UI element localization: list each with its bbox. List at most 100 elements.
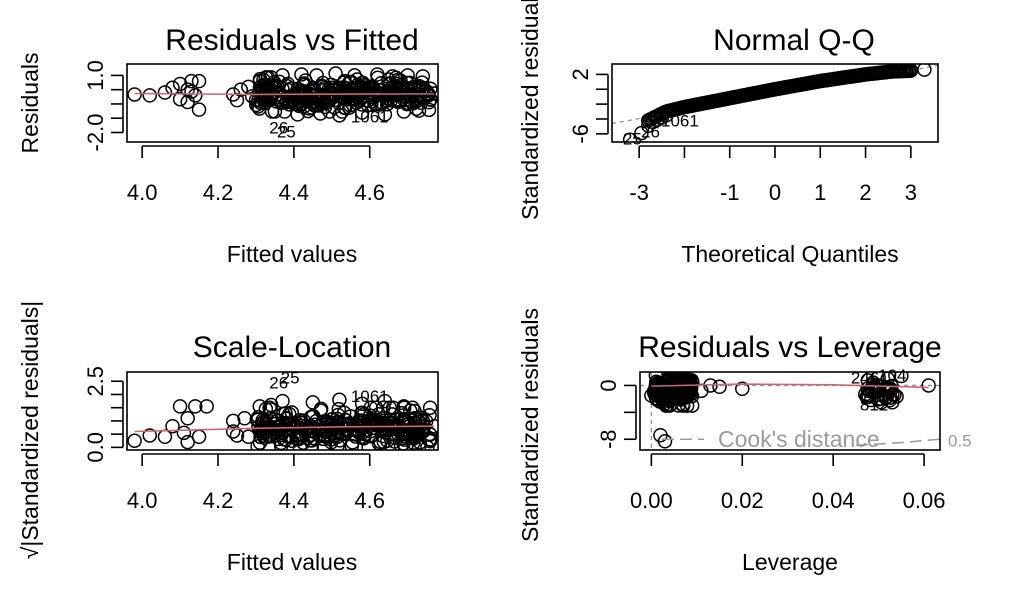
point-id-label: 812 [860, 395, 888, 414]
data-point [406, 431, 422, 446]
data-point [885, 395, 900, 410]
data-point [184, 84, 199, 99]
data-point [254, 416, 270, 432]
data-point [262, 400, 277, 415]
y-axis-label: Residuals [17, 53, 43, 154]
data-point [309, 68, 324, 83]
x-tick-label: 4.4 [279, 180, 310, 205]
data-point [275, 68, 290, 83]
data-point [338, 91, 353, 106]
x-tick-label: -3 [629, 180, 649, 205]
x-tick-label: 0.00 [630, 488, 673, 513]
data-point [199, 399, 214, 414]
point-id-label: 246 [851, 368, 879, 387]
data-point [180, 411, 195, 426]
data-point [237, 411, 252, 426]
data-point [917, 64, 932, 77]
data-point [272, 74, 287, 90]
y-tick-label: 2.5 [83, 366, 108, 397]
x-tick-label: 0.04 [812, 488, 855, 513]
y-tick-label: -8 [596, 429, 621, 449]
data-point [188, 88, 203, 103]
data-point [860, 373, 876, 388]
plot-area [612, 64, 938, 142]
chart-title: Scale-Location [193, 331, 391, 364]
data-point [241, 429, 256, 445]
y-tick-label: 2 [568, 68, 593, 80]
data-point [373, 434, 388, 450]
y-tick-label: -2.0 [83, 114, 108, 152]
data-point [191, 102, 207, 117]
data-point [712, 379, 727, 395]
data-point [371, 406, 387, 422]
data-point [861, 389, 876, 405]
data-point [396, 399, 412, 414]
panel-scale_loc: Scale-Location Fitted values √|Standardize… [17, 301, 439, 575]
x-tick-label: 2 [859, 180, 871, 205]
data-point [176, 425, 192, 441]
data-point [400, 68, 415, 83]
data-point [289, 431, 305, 447]
smoother-line [134, 92, 435, 96]
data-point [278, 432, 294, 448]
y-axis-label: Standardized residuals [517, 0, 543, 220]
data-point [305, 395, 321, 410]
data-point [377, 107, 393, 122]
data-point [188, 399, 203, 414]
data-point [622, 132, 638, 142]
x-tick-label: 4.0 [127, 488, 158, 513]
x-tick-label: 4.2 [203, 488, 234, 513]
data-point [127, 433, 142, 448]
data-point [383, 415, 399, 431]
data-point [294, 415, 310, 431]
x-tick-label: 3 [905, 180, 917, 205]
data-point [263, 402, 279, 417]
data-point [376, 434, 392, 450]
data-point [657, 434, 673, 449]
cooks-distance-curve [855, 438, 940, 447]
data-point [361, 440, 376, 450]
data-point [157, 85, 173, 100]
plot-frame [639, 371, 941, 451]
data-point [354, 105, 370, 120]
data-point [191, 429, 207, 445]
data-point [257, 95, 273, 111]
data-point [871, 372, 886, 385]
plot-area [127, 66, 438, 123]
data-point [879, 382, 894, 398]
y-tick-label: 0.0 [83, 432, 108, 463]
x-tick-label: -1 [720, 180, 740, 205]
data-point [415, 69, 431, 84]
data-point [373, 75, 389, 91]
data-point [423, 81, 438, 96]
data-point [366, 90, 382, 105]
data-point [647, 383, 663, 399]
data-point [385, 69, 400, 84]
point-id-label: 1061 [661, 111, 699, 130]
y-axis-label: √|Standardized residuals| [17, 301, 43, 560]
point-id-label: 104 [878, 366, 906, 385]
data-point [346, 426, 362, 442]
data-point [332, 392, 347, 408]
data-point [184, 73, 199, 89]
data-point [252, 399, 267, 414]
data-point [921, 378, 936, 393]
data-point [368, 97, 383, 112]
data-point [377, 393, 393, 409]
data-point [319, 91, 335, 106]
y-tick-label: -6 [568, 124, 593, 144]
x-tick-label: 1 [814, 180, 826, 205]
data-point [387, 418, 402, 433]
data-point [172, 399, 188, 414]
data-point [685, 374, 700, 390]
point-id-label: 26 [641, 123, 660, 142]
data-point [670, 380, 686, 396]
data-point [172, 91, 188, 107]
x-tick-label: 0.02 [721, 488, 764, 513]
data-point [328, 66, 343, 81]
x-tick-label: 4.4 [279, 488, 310, 513]
chart-title: Normal Q-Q [713, 24, 875, 57]
plot-frame [126, 63, 439, 143]
plot-area [640, 372, 940, 450]
